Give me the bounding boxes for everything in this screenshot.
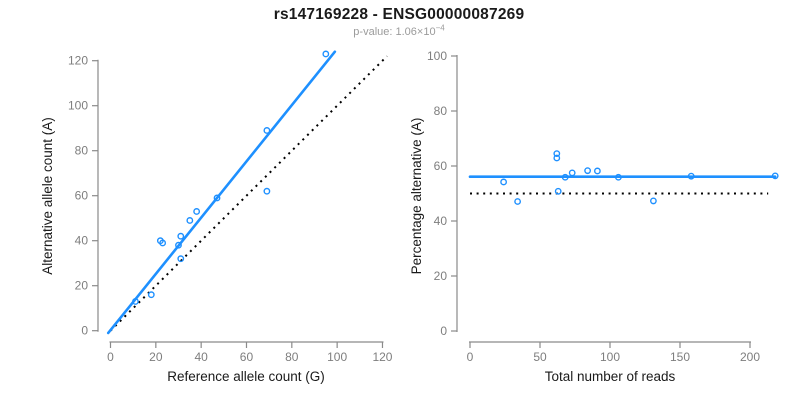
right-data-point bbox=[594, 167, 601, 175]
left-x-tick-label: 120 bbox=[372, 350, 392, 364]
right-x-tick-label: 150 bbox=[670, 350, 690, 364]
left-data-point bbox=[175, 241, 182, 249]
right-y-tick-label: 0 bbox=[440, 324, 447, 338]
right-data-point bbox=[561, 173, 569, 181]
right-data-point bbox=[771, 172, 779, 180]
left-data-point bbox=[263, 127, 271, 134]
left-data-point bbox=[177, 232, 185, 240]
right-data-point bbox=[514, 198, 521, 205]
left-data-point bbox=[186, 217, 194, 224]
left-data-point bbox=[213, 194, 221, 202]
right-y-tick-label: 100 bbox=[427, 49, 447, 63]
right-y-axis-title: Percentage alternative (A) bbox=[409, 118, 424, 275]
left-y-tick-label: 40 bbox=[75, 234, 89, 248]
left-x-tick-label: 60 bbox=[240, 350, 254, 364]
right-x-tick-label: 50 bbox=[533, 350, 547, 364]
left-data-point bbox=[193, 208, 201, 215]
right-data-point bbox=[584, 167, 591, 175]
right-x-tick-label: 0 bbox=[467, 350, 474, 364]
left-data-point bbox=[147, 291, 155, 299]
left-data-point bbox=[177, 255, 185, 263]
right-data-point bbox=[500, 178, 507, 186]
left-data-point bbox=[132, 298, 139, 305]
left-x-tick-label: 40 bbox=[194, 350, 208, 364]
left-data-point bbox=[159, 239, 167, 247]
right-data-point bbox=[615, 173, 622, 181]
right-data-point bbox=[568, 169, 576, 177]
left-x-tick-label: 20 bbox=[149, 350, 163, 364]
left-y-tick-label: 0 bbox=[81, 324, 88, 338]
left-fit-line bbox=[106, 50, 337, 335]
left-x-tick-label: 80 bbox=[285, 350, 299, 364]
right-data-point bbox=[554, 187, 562, 195]
right-x-axis-title: Total number of reads bbox=[545, 369, 676, 384]
right-x-tick-label: 100 bbox=[600, 350, 620, 364]
right-y-tick-label: 40 bbox=[434, 214, 448, 228]
right-y-tick-label: 80 bbox=[434, 104, 448, 118]
left-y-axis-title: Alternative allele count (A) bbox=[40, 117, 55, 275]
right-data-point bbox=[553, 150, 561, 158]
right-y-tick-label: 20 bbox=[434, 269, 448, 283]
identity-dotted-line bbox=[109, 55, 388, 332]
left-y-tick-label: 20 bbox=[75, 279, 89, 293]
right-data-point bbox=[553, 154, 561, 162]
right-data-point bbox=[687, 172, 695, 180]
right-data-point bbox=[650, 197, 657, 205]
left-y-tick-label: 60 bbox=[75, 189, 89, 203]
left-y-tick-label: 120 bbox=[68, 54, 88, 68]
left-y-tick-label: 100 bbox=[68, 99, 88, 113]
left-x-tick-label: 0 bbox=[107, 350, 114, 364]
left-x-axis-title: Reference allele count (G) bbox=[167, 369, 325, 384]
right-y-tick-label: 60 bbox=[434, 159, 448, 173]
left-y-tick-label: 80 bbox=[75, 144, 89, 158]
left-x-tick-label: 100 bbox=[327, 350, 347, 364]
left-data-point bbox=[322, 50, 330, 58]
right-x-tick-label: 200 bbox=[740, 350, 760, 364]
left-data-point bbox=[263, 187, 271, 195]
